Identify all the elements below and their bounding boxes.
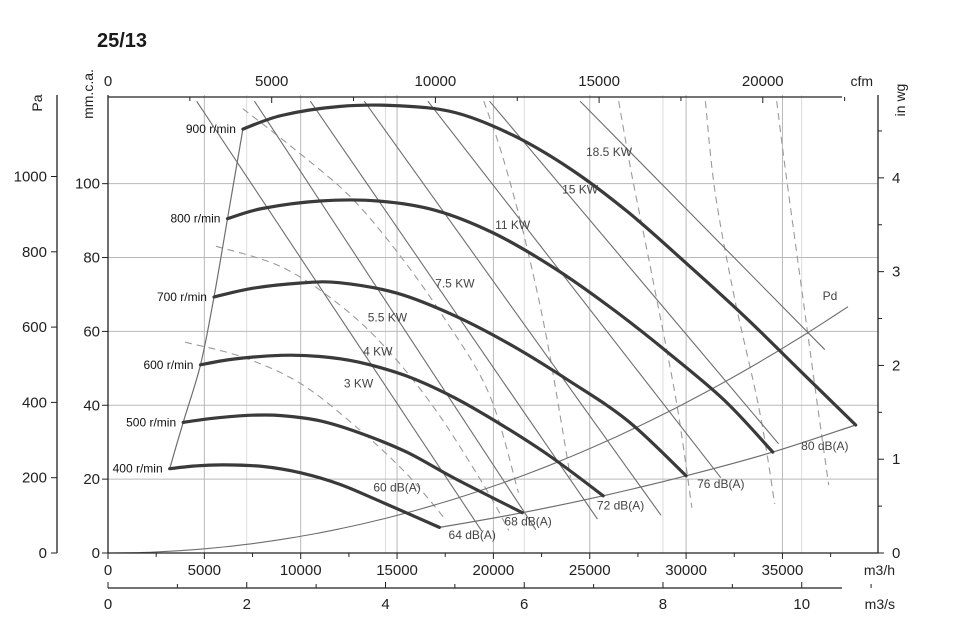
labels: 900 r/min 800 r/min 700 r/min 600 r/min 500 … <box>14 69 908 613</box>
tick-label-m3h: 10000 <box>280 562 322 579</box>
sound-label: 76 dB(A) <box>697 477 744 491</box>
tick-label-m3h: 25000 <box>569 562 611 579</box>
power-line-7 <box>579 100 826 351</box>
power-label: 15 KW <box>562 182 599 196</box>
sound-label: 60 dB(A) <box>373 481 420 495</box>
tick-label-cfm: 15000 <box>578 73 620 90</box>
tick-label-inwg: 1 <box>892 451 900 468</box>
efficiency-dashed-curves <box>184 101 830 531</box>
unit-cfm: cfm <box>850 73 873 89</box>
unit-m3s: m3/s <box>865 596 895 612</box>
tick-label-pa: 400 <box>22 394 47 411</box>
power-line-6 <box>489 100 780 445</box>
fan-curve-900 <box>241 103 858 427</box>
tick-label-pa: 1000 <box>14 169 47 186</box>
tick-label-inwg: 4 <box>892 170 900 187</box>
fan-curves <box>168 103 858 529</box>
tick-label-m3s: 2 <box>243 596 251 613</box>
tick-label-mmca: 0 <box>92 545 100 562</box>
unit-inwg: in wg <box>892 84 908 117</box>
tick-label-pa: 200 <box>22 470 47 487</box>
pd-label: Pd <box>823 289 838 303</box>
power-label: 5.5 KW <box>368 310 408 324</box>
fan-curve-400 <box>168 463 441 529</box>
tick-label-pa: 600 <box>22 319 47 336</box>
tick-label-m3s: 8 <box>659 596 667 613</box>
tick-label-mmca: 40 <box>83 397 100 414</box>
fan-curve-500 <box>181 413 524 515</box>
tick-label-m3s: 10 <box>793 596 810 613</box>
rpm-label: 600 r/min <box>143 358 193 372</box>
rpm-label: 800 r/min <box>170 212 220 226</box>
power-lines <box>196 100 826 532</box>
efficiency-curve-1 <box>184 341 446 520</box>
power-label: 11 KW <box>495 218 531 232</box>
fan-envelope-right <box>439 424 856 528</box>
sound-label: 64 dB(A) <box>449 528 496 542</box>
tick-label-inwg: 3 <box>892 264 900 281</box>
efficiency-curve-7 <box>776 101 830 486</box>
pd-curve <box>107 306 849 554</box>
sound-label: 68 dB(A) <box>504 515 551 529</box>
power-line-3 <box>309 100 598 520</box>
tick-label-m3s: 6 <box>520 596 528 613</box>
tick-label-inwg: 2 <box>892 357 900 374</box>
power-label: 3 KW <box>344 376 374 390</box>
power-label: 4 KW <box>363 344 393 358</box>
tick-label-m3h: 0 <box>104 562 112 579</box>
axes <box>51 95 884 589</box>
tick-label-cfm: 20000 <box>742 73 784 90</box>
power-line-1 <box>196 100 483 532</box>
efficiency-curve-2 <box>215 245 510 531</box>
chart-title: 25/13 <box>97 30 148 52</box>
efficiency-curve-5 <box>618 101 693 508</box>
tick-label-pa: 0 <box>39 545 47 562</box>
efficiency-curve-3 <box>242 108 520 493</box>
tick-label-pa: 800 <box>22 244 47 261</box>
unit-pa: Pa <box>29 94 45 111</box>
tick-label-m3s: 0 <box>104 596 112 613</box>
rpm-label: 700 r/min <box>157 290 207 304</box>
tick-label-mmca: 20 <box>83 471 100 488</box>
rpm-label: 900 r/min <box>186 122 236 136</box>
tick-label-inwg: 0 <box>892 545 900 562</box>
efficiency-curve-4 <box>483 101 572 478</box>
tick-label-cfm: 0 <box>104 73 112 90</box>
power-line-5 <box>427 100 722 479</box>
fan-curve-800 <box>225 198 775 454</box>
fan-curve-700 <box>212 280 688 478</box>
tick-label-cfm: 10000 <box>415 73 457 90</box>
power-line-4 <box>363 100 662 516</box>
tick-label-m3h: 15000 <box>376 562 418 579</box>
tick-label-m3s: 4 <box>381 596 389 613</box>
rpm-label: 500 r/min <box>126 415 176 429</box>
tick-label-m3h: 5000 <box>188 562 221 579</box>
sound-label: 72 dB(A) <box>597 499 644 513</box>
rpm-label: 400 r/min <box>113 462 163 476</box>
sound-label: 80 dB(A) <box>801 439 848 453</box>
tick-label-m3h: 35000 <box>762 562 804 579</box>
power-label: 18.5 KW <box>586 145 633 159</box>
tick-label-mmca: 100 <box>75 176 100 193</box>
tick-label-cfm: 5000 <box>255 73 288 90</box>
unit-m3h: m3/h <box>864 562 895 578</box>
tick-label-mmca: 80 <box>83 250 100 267</box>
tick-label-mmca: 60 <box>83 323 100 340</box>
grid <box>108 95 878 553</box>
tick-label-m3h: 20000 <box>473 562 515 579</box>
power-line-2 <box>253 100 537 530</box>
power-label: 7.5 KW <box>435 277 475 291</box>
fan-curve-600 <box>198 353 605 498</box>
efficiency-curve-6 <box>704 101 776 505</box>
unit-mmca: mm.c.a. <box>80 69 96 119</box>
tick-label-m3h: 30000 <box>665 562 707 579</box>
